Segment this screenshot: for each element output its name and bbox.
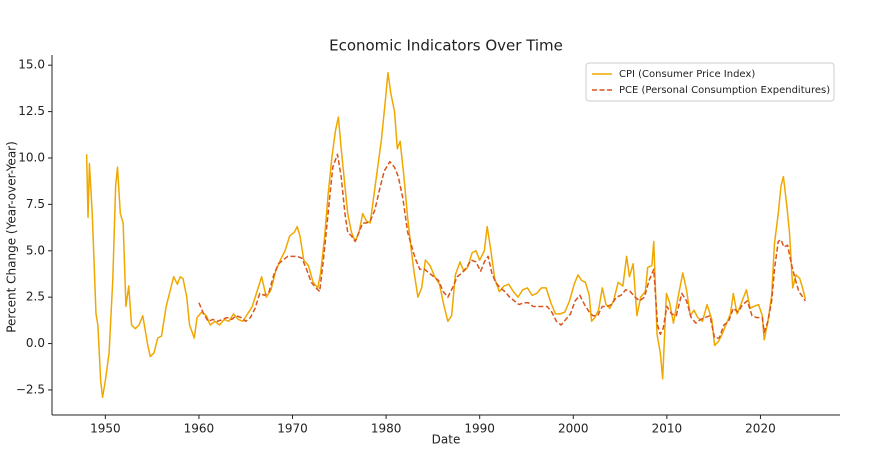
x-tick-label: 1990 <box>464 422 495 436</box>
y-tick-label: 7.5 <box>26 197 45 211</box>
x-tick-label: 2010 <box>652 422 683 436</box>
y-tick-label: 0.0 <box>26 336 45 350</box>
x-tick-label: 1980 <box>371 422 402 436</box>
y-tick-label: −2.5 <box>16 382 45 396</box>
legend-label: PCE (Personal Consumption Expenditures) <box>619 85 830 96</box>
x-axis-label: Date <box>432 433 461 447</box>
legend-label: CPI (Consumer Price Index) <box>619 69 755 80</box>
legend: CPI (Consumer Price Index) PCE (Personal … <box>585 62 835 102</box>
series-line <box>198 153 806 339</box>
y-tick-label: 10.0 <box>18 150 45 164</box>
x-tick-label: 1970 <box>277 422 308 436</box>
x-tick-label: 1950 <box>90 422 121 436</box>
y-tick-label: 2.5 <box>26 290 45 304</box>
x-tick-label: 2020 <box>745 422 776 436</box>
series-line <box>85 71 807 399</box>
x-tick-label: 1960 <box>184 422 215 436</box>
y-tick-label: 15.0 <box>18 58 45 72</box>
legend-box <box>585 62 835 102</box>
x-tick-label: 2000 <box>558 422 589 436</box>
y-axis-label: Percent Change (Year-over-Year) <box>5 141 19 333</box>
y-tick-label: 5.0 <box>26 243 45 257</box>
chart-title: Economic Indicators Over Time <box>329 37 563 55</box>
y-tick-label: 12.5 <box>18 104 45 118</box>
